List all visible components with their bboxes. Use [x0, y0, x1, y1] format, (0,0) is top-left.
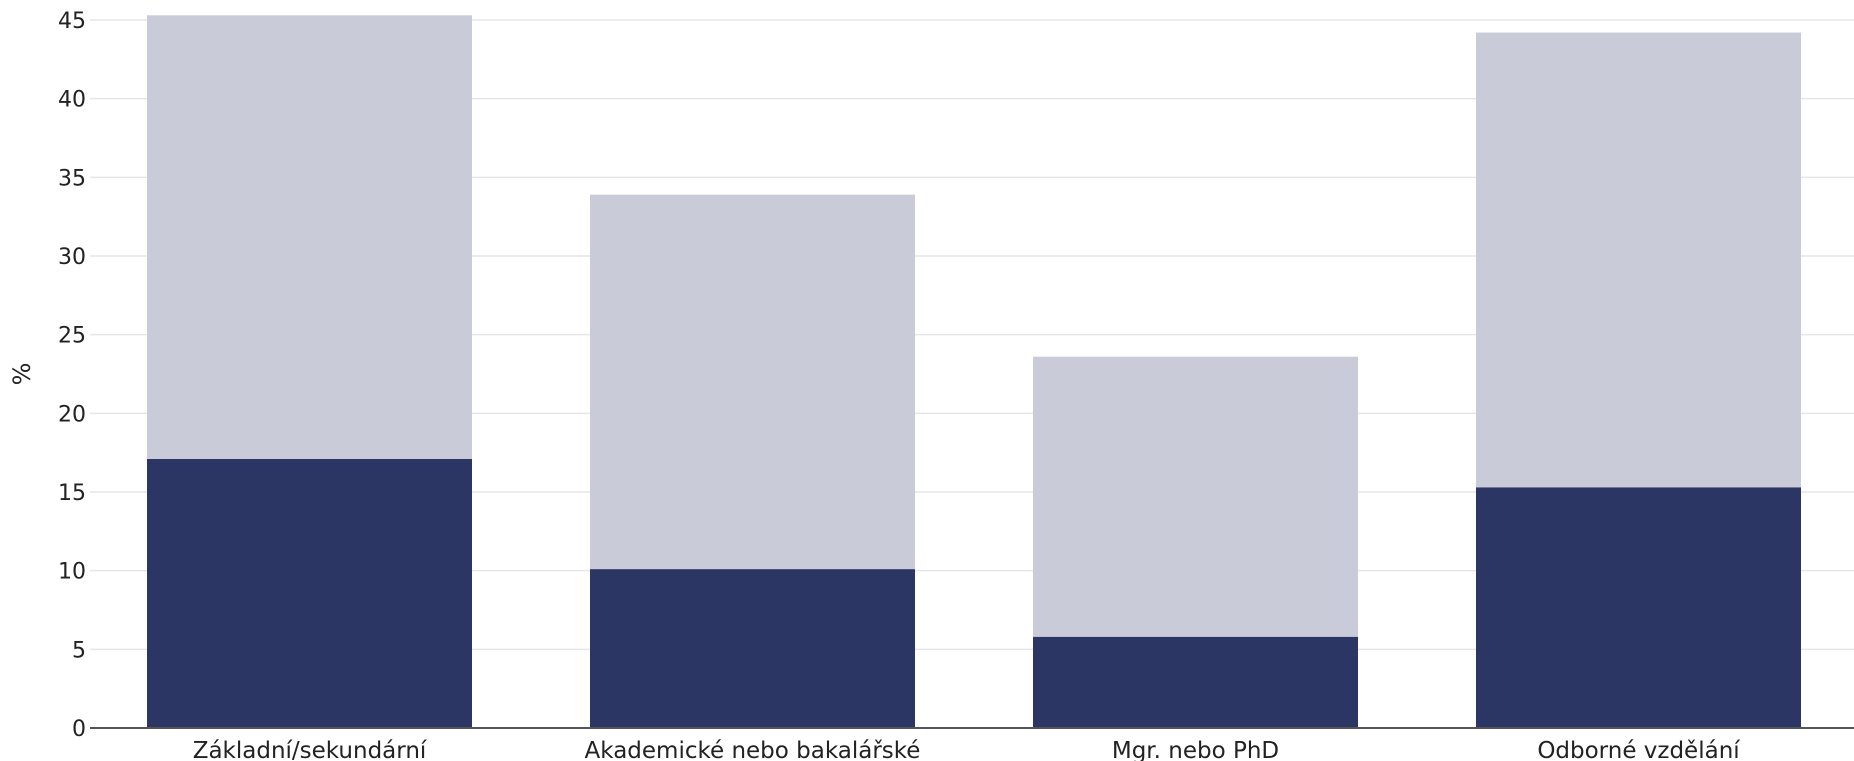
bar-segment-light	[590, 194, 915, 570]
bar-segment-light	[1476, 32, 1801, 488]
y-tick-label: 35	[58, 166, 86, 191]
y-tick-label: 5	[72, 638, 86, 663]
bar-segment-dark	[590, 569, 915, 728]
bar-segment-dark	[1033, 636, 1358, 728]
bar-segment-light	[1033, 356, 1358, 637]
bars	[147, 15, 1801, 728]
y-tick-label: 25	[58, 324, 86, 349]
y-axis-title: %	[8, 363, 36, 386]
y-tick-label: 10	[58, 560, 86, 585]
y-tick-label: 40	[58, 88, 86, 113]
y-tick-label: 30	[58, 245, 86, 270]
x-category-label: Odborné vzdělání	[1537, 738, 1740, 761]
y-tick-label: 20	[58, 402, 86, 427]
y-tick-label: 0	[72, 717, 86, 742]
y-tick-label: 45	[58, 9, 86, 34]
bar-segment-dark	[1476, 487, 1801, 728]
x-axis-labels: Základní/sekundární Akademické nebo bakal…	[193, 738, 1741, 761]
x-category-label: Základní/sekundární	[193, 738, 427, 761]
y-tick-label: 15	[58, 481, 86, 506]
bar-segment-light	[147, 15, 472, 459]
x-category-label: Mgr. nebo PhD	[1112, 738, 1279, 761]
x-category-label: Akademické nebo bakalářské	[585, 738, 921, 761]
y-axis-ticks: 0 5 10 15 20 25 30 35 40 45	[58, 9, 86, 742]
bar-segment-dark	[147, 458, 472, 728]
